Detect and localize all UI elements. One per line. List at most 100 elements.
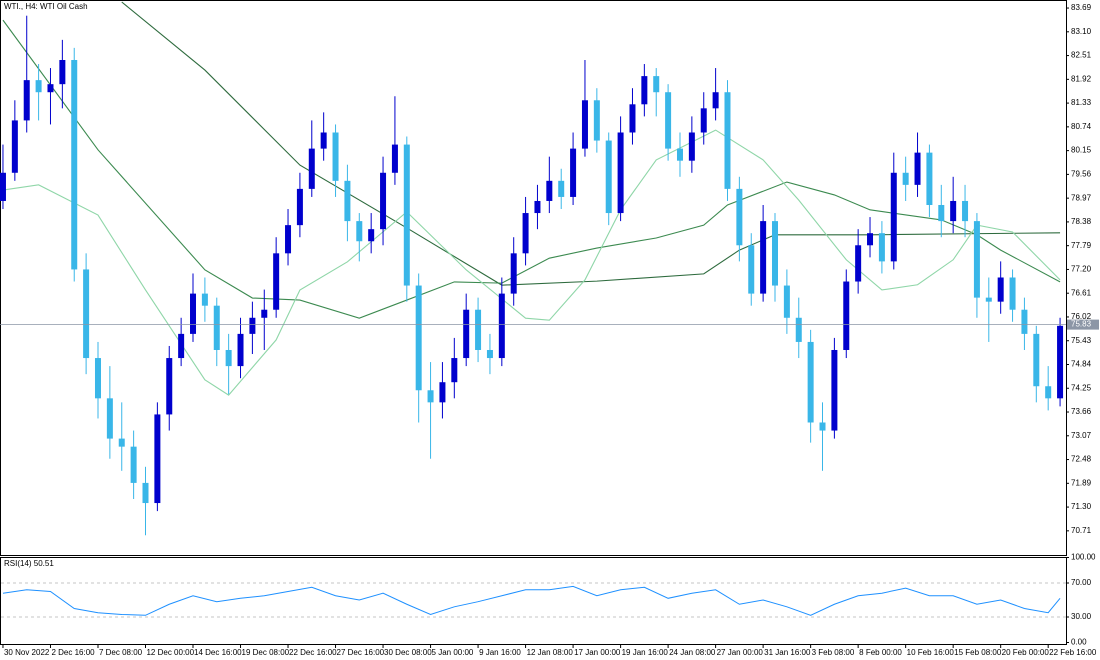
moving-average (2, 129, 1061, 396)
candle-body (676, 148, 683, 161)
candle-body (570, 148, 577, 197)
candle-body (356, 221, 363, 242)
candle-body (380, 172, 387, 230)
x-tick-label: 24 Jan 08:00 (669, 648, 716, 657)
x-tick-label: 27 Dec 16:00 (337, 648, 385, 657)
candle-body (605, 140, 612, 214)
candle-body (190, 293, 197, 334)
candle-body (510, 253, 517, 294)
candle-body (296, 188, 303, 226)
candle-body (641, 76, 648, 105)
candle-body (439, 382, 446, 403)
candle-body (249, 317, 256, 334)
candle-body (201, 293, 208, 306)
candle-body (35, 80, 42, 93)
candle-body (391, 144, 398, 173)
moving-average (2, 19, 1061, 319)
moving-average (121, 1, 1061, 286)
candle-body (130, 446, 137, 483)
y2-tick-label: 30.00 (1071, 612, 1092, 621)
candle-body (83, 269, 90, 359)
x-tick-label: 12 Dec 00:00 (146, 648, 194, 657)
candle-body (71, 59, 78, 270)
y-tick-label: 73.07 (1071, 431, 1092, 440)
candle-body (997, 277, 1004, 302)
x-tick-label: 20 Feb 00:00 (1002, 648, 1050, 657)
y-tick-label: 82.51 (1071, 51, 1092, 60)
y-tick-label: 70.71 (1071, 526, 1092, 535)
x-tick-label: 30 Nov 2022 (4, 648, 50, 657)
candle-body (23, 80, 30, 121)
candle-body (273, 253, 280, 310)
candle-body (463, 309, 470, 359)
candle-body (772, 221, 779, 286)
candle-body (558, 180, 565, 197)
candle-body (950, 200, 957, 222)
candle-body (973, 221, 980, 298)
candle-body (94, 358, 101, 399)
main-panel (0, 0, 1067, 556)
x-tick-label: 2 Dec 16:00 (51, 648, 95, 657)
y2-tick-label: 0.00 (1071, 638, 1087, 647)
last-price-label: 75.83 (1071, 320, 1092, 329)
rsi-panel (0, 557, 1067, 645)
y-tick-label: 79.56 (1071, 169, 1092, 178)
candle-body (522, 213, 529, 254)
candle-body (368, 229, 375, 242)
candle-body (878, 233, 885, 262)
candle-body (795, 317, 802, 342)
x-tick-label: 5 Jan 00:00 (432, 648, 474, 657)
y-tick-label: 78.38 (1071, 217, 1092, 226)
candle-body (451, 358, 458, 383)
candle-body (783, 285, 790, 318)
candle-body (1009, 277, 1016, 310)
y-tick-label: 74.84 (1071, 360, 1092, 369)
x-tick-label: 30 Dec 08:00 (384, 648, 432, 657)
candle-body (665, 92, 672, 149)
last-price-box (1067, 319, 1099, 330)
candle-body (653, 76, 660, 93)
chart-title: WTI., H4: WTI Oil Cash (4, 2, 88, 11)
x-tick-label: 15 Feb 08:00 (954, 648, 1002, 657)
candle-body (178, 333, 185, 359)
candle-body (962, 200, 969, 222)
candle-body (118, 438, 125, 447)
candle-body (890, 172, 897, 262)
y-tick-label: 80.74 (1071, 122, 1092, 131)
candle-body (712, 92, 719, 109)
candle-body (106, 398, 113, 439)
y-tick-label: 72.48 (1071, 455, 1092, 464)
candle-body (320, 132, 327, 149)
y-tick-label: 76.02 (1071, 312, 1092, 321)
candle-body (617, 132, 624, 214)
candle-body (11, 120, 18, 173)
candle-body (427, 390, 434, 403)
candle-body (1057, 325, 1064, 399)
candle-body (261, 309, 268, 318)
y-tick-label: 74.25 (1071, 383, 1092, 392)
candle-body (914, 152, 921, 185)
x-tick-label: 17 Jan 00:00 (574, 648, 621, 657)
candle-body (724, 92, 731, 189)
candle-body (415, 285, 422, 391)
x-tick-label: 22 Feb 16:00 (1049, 648, 1097, 657)
candle-body (1045, 386, 1052, 399)
candle-body (736, 188, 743, 246)
candle-body (47, 84, 54, 93)
y-tick-label: 83.10 (1071, 27, 1092, 36)
x-tick-label: 3 Feb 08:00 (812, 648, 855, 657)
candle-body (1033, 333, 1040, 387)
x-tick-label: 27 Jan 00:00 (717, 648, 764, 657)
y2-tick-label: 100.00 (1071, 553, 1096, 562)
rsi-line (2, 585, 1061, 616)
candle-body (166, 358, 173, 415)
y-tick-label: 81.92 (1071, 74, 1092, 83)
x-tick-label: 7 Dec 08:00 (99, 648, 143, 657)
candle-body (332, 132, 339, 181)
candle-body (867, 233, 874, 246)
y2-tick-label: 70.00 (1071, 578, 1092, 587)
x-tick-label: 8 Feb 00:00 (859, 648, 902, 657)
x-tick-label: 22 Dec 16:00 (289, 648, 337, 657)
y-tick-label: 83.69 (1071, 3, 1092, 12)
